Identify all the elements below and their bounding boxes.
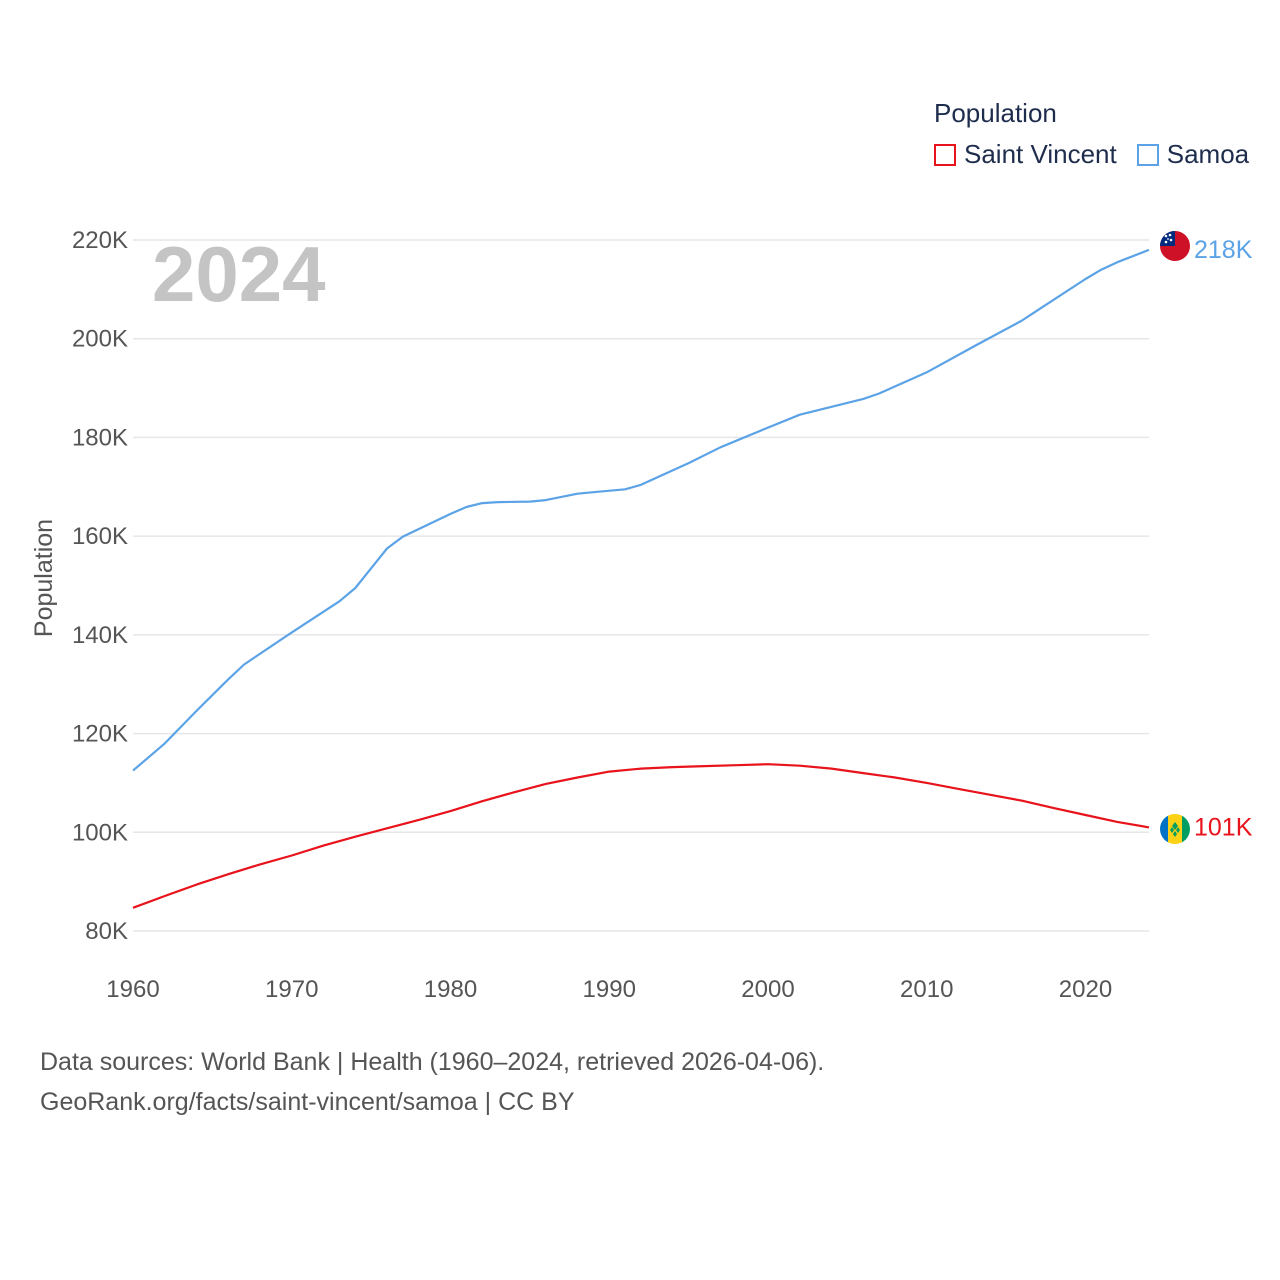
samoa-flag-icon (1160, 231, 1190, 261)
gridlines (133, 239, 1149, 932)
legend-title: Population (934, 98, 1057, 128)
legend-label-saint-vincent: Saint Vincent (964, 139, 1117, 169)
legend: Population Saint Vincent Samoa (934, 98, 1269, 170)
legend-swatch-samoa (1136, 143, 1159, 166)
series-line-samoa (132, 248, 1150, 772)
y-tick-label: 160K (72, 523, 128, 550)
y-axis-label: Population (30, 519, 58, 637)
y-axis-ticks: 80K 100K 120K 140K 160K 180K 200K 220K (72, 227, 128, 945)
legend-item-saint-vincent[interactable]: Saint Vincent (934, 139, 1117, 170)
x-tick-label: 1970 (265, 976, 318, 1003)
y-tick-label: 80K (85, 918, 128, 945)
end-labels: 218K 101K (1194, 236, 1253, 841)
y-tick-label: 200K (72, 326, 128, 353)
legend-swatch-saint-vincent (934, 143, 956, 166)
y-tick-label: 100K (72, 819, 128, 846)
series-line-saint-vincent (132, 763, 1150, 909)
x-axis-ticks: 1960 1970 1980 1990 2000 2010 2020 (106, 976, 1112, 1003)
saint-vincent-flag-icon (1160, 814, 1190, 844)
x-tick-label: 1990 (583, 976, 636, 1003)
x-tick-label: 1980 (424, 976, 477, 1003)
y-tick-label: 140K (72, 622, 128, 649)
series-lines (132, 248, 1150, 909)
footer: Data sources: World Bank | Health (1960–… (40, 1042, 824, 1122)
legend-label-samoa: Samoa (1166, 139, 1250, 169)
y-tick-label: 220K (72, 227, 128, 254)
x-tick-label: 1960 (106, 976, 159, 1003)
x-tick-label: 2010 (900, 976, 953, 1003)
current-year-label: 2024 (152, 230, 326, 318)
attribution-text: GeoRank.org/facts/saint-vincent/samoa | … (40, 1088, 575, 1116)
x-tick-label: 2020 (1059, 976, 1112, 1003)
y-tick-label: 180K (72, 424, 128, 451)
x-tick-label: 2000 (741, 976, 794, 1003)
legend-item-samoa[interactable]: Samoa (1136, 139, 1250, 170)
y-tick-label: 120K (72, 721, 128, 748)
end-label-samoa: 218K (1194, 236, 1253, 264)
end-flags (1160, 231, 1190, 844)
data-source-text: Data sources: World Bank | Health (1960–… (40, 1048, 825, 1076)
end-label-saint-vincent: 101K (1194, 813, 1253, 841)
